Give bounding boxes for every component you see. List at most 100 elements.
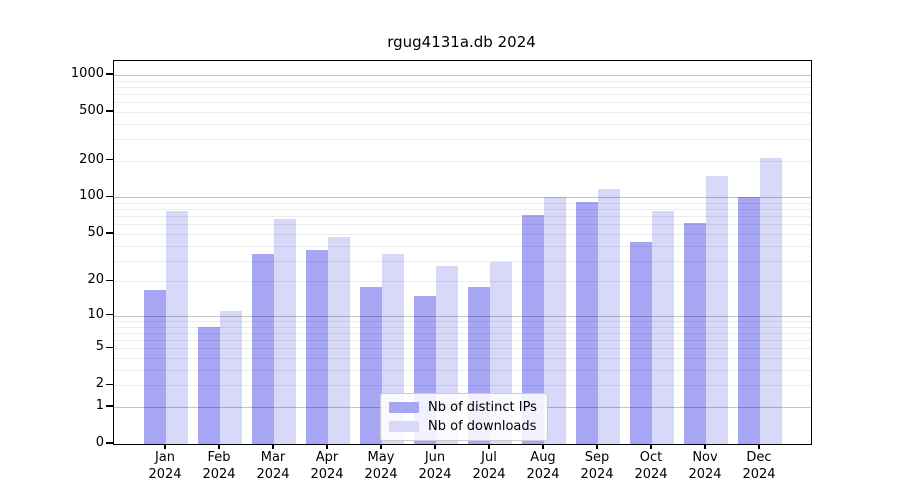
gridline: [114, 326, 811, 328]
month-label: Nov: [692, 450, 718, 465]
year-label: 2024: [472, 466, 506, 482]
x-tick-label: Oct 2024: [621, 450, 681, 483]
gridline: [114, 315, 811, 317]
x-tick: [704, 444, 706, 449]
x-tick: [596, 444, 598, 449]
gridline: [114, 74, 811, 76]
x-tick-label: Jul 2024: [459, 450, 519, 483]
bar-nb-of-downloads-sep: [598, 189, 620, 444]
y-tick: [106, 73, 113, 75]
y-tick-label: 200: [79, 151, 104, 167]
gridline: [114, 369, 811, 371]
y-tick-label: 1: [95, 397, 104, 413]
gridline: [114, 123, 811, 125]
legend: Nb of distinct IPs Nb of downloads: [380, 393, 548, 441]
gridline: [114, 332, 811, 334]
bar-nb-of-downloads-jan: [166, 210, 188, 444]
year-label: 2024: [148, 466, 182, 482]
y-tick-label: 20: [87, 272, 104, 288]
bar-nb-of-distinct-ips-may: [360, 286, 382, 444]
month-label: Apr: [315, 450, 339, 465]
gridline: [114, 216, 811, 218]
gridline: [114, 139, 811, 141]
month-label: Jul: [481, 450, 497, 465]
y-tick: [106, 346, 113, 348]
bar-nb-of-downloads-dec: [760, 158, 782, 444]
year-label: 2024: [688, 466, 722, 482]
y-tick-label: 0: [95, 435, 104, 450]
x-tick-label: Feb 2024: [189, 450, 249, 483]
month-label: Oct: [639, 450, 663, 465]
x-tick: [218, 444, 220, 449]
bar-nb-of-distinct-ips-jan: [144, 289, 166, 444]
bar-nb-of-distinct-ips-oct: [630, 241, 652, 444]
y-tick-label: 1000: [70, 65, 104, 81]
month-label: May: [367, 450, 395, 465]
plot-area: Nb of distinct IPs Nb of downloads: [113, 60, 812, 445]
bar-nb-of-downloads-feb: [220, 311, 242, 444]
y-tick: [106, 110, 113, 112]
y-tick: [106, 383, 113, 385]
y-tick-label: 100: [79, 188, 104, 204]
legend-label-distinct-ips: Nb of distinct IPs: [428, 400, 537, 415]
legend-swatch-downloads: [389, 421, 419, 432]
x-tick: [758, 444, 760, 449]
legend-swatch-distinct-ips: [389, 402, 419, 413]
gridline: [114, 358, 811, 360]
gridline: [114, 160, 811, 162]
gridline: [114, 80, 811, 82]
x-tick-label: Jan 2024: [135, 450, 195, 483]
bar-nb-of-distinct-ips-nov: [684, 222, 706, 444]
month-label: Feb: [207, 450, 231, 465]
year-label: 2024: [310, 466, 344, 482]
month-label: Mar: [260, 450, 286, 465]
gridline: [114, 209, 811, 211]
y-tick-label: 500: [79, 102, 104, 118]
bar-nb-of-distinct-ips-aug: [522, 214, 544, 444]
y-tick-label: 2: [95, 376, 104, 392]
bar-nb-of-downloads-nov: [706, 175, 728, 444]
x-tick-label: Sep 2024: [567, 450, 627, 483]
x-tick: [380, 444, 382, 449]
gridline: [114, 86, 811, 88]
gridline: [114, 197, 811, 199]
y-tick: [106, 159, 113, 161]
y-tick-label: 5: [95, 339, 104, 355]
y-tick: [106, 279, 113, 281]
y-tick-label: 10: [87, 306, 104, 322]
x-tick-label: Dec 2024: [729, 450, 789, 483]
year-label: 2024: [580, 466, 614, 482]
month-label: Dec: [746, 450, 772, 465]
x-tick-label: Aug 2024: [513, 450, 573, 483]
bar-nb-of-distinct-ips-apr: [306, 249, 328, 444]
x-tick: [488, 444, 490, 449]
bar-nb-of-downloads-mar: [274, 218, 296, 444]
x-tick: [434, 444, 436, 449]
bar-nb-of-downloads-apr: [328, 237, 350, 444]
x-tick-label: Mar 2024: [243, 450, 303, 483]
legend-item-downloads: Nb of downloads: [389, 417, 537, 436]
x-tick-label: May 2024: [351, 450, 411, 483]
x-tick-label: Nov 2024: [675, 450, 735, 483]
gridline: [114, 203, 811, 205]
bar-nb-of-downloads-oct: [652, 210, 674, 444]
gridline: [114, 321, 811, 322]
gridline: [114, 224, 811, 226]
month-label: Aug: [530, 450, 556, 465]
year-label: 2024: [526, 466, 560, 482]
x-tick-label: Jun 2024: [405, 450, 465, 483]
bar-nb-of-distinct-ips-mar: [252, 254, 274, 444]
x-tick: [542, 444, 544, 449]
y-tick: [106, 195, 113, 198]
year-label: 2024: [418, 466, 452, 482]
bar-nb-of-distinct-ips-sep: [576, 201, 598, 444]
chart-title: rgug4131a.db 2024: [387, 33, 536, 51]
x-tick: [326, 444, 328, 449]
y-tick-label: 50: [87, 224, 104, 240]
gridline: [114, 340, 811, 342]
month-label: Jun: [424, 450, 446, 465]
bar-nb-of-distinct-ips-dec: [738, 197, 760, 444]
y-tick: [106, 442, 113, 444]
year-label: 2024: [364, 466, 398, 482]
gridline: [114, 348, 811, 350]
